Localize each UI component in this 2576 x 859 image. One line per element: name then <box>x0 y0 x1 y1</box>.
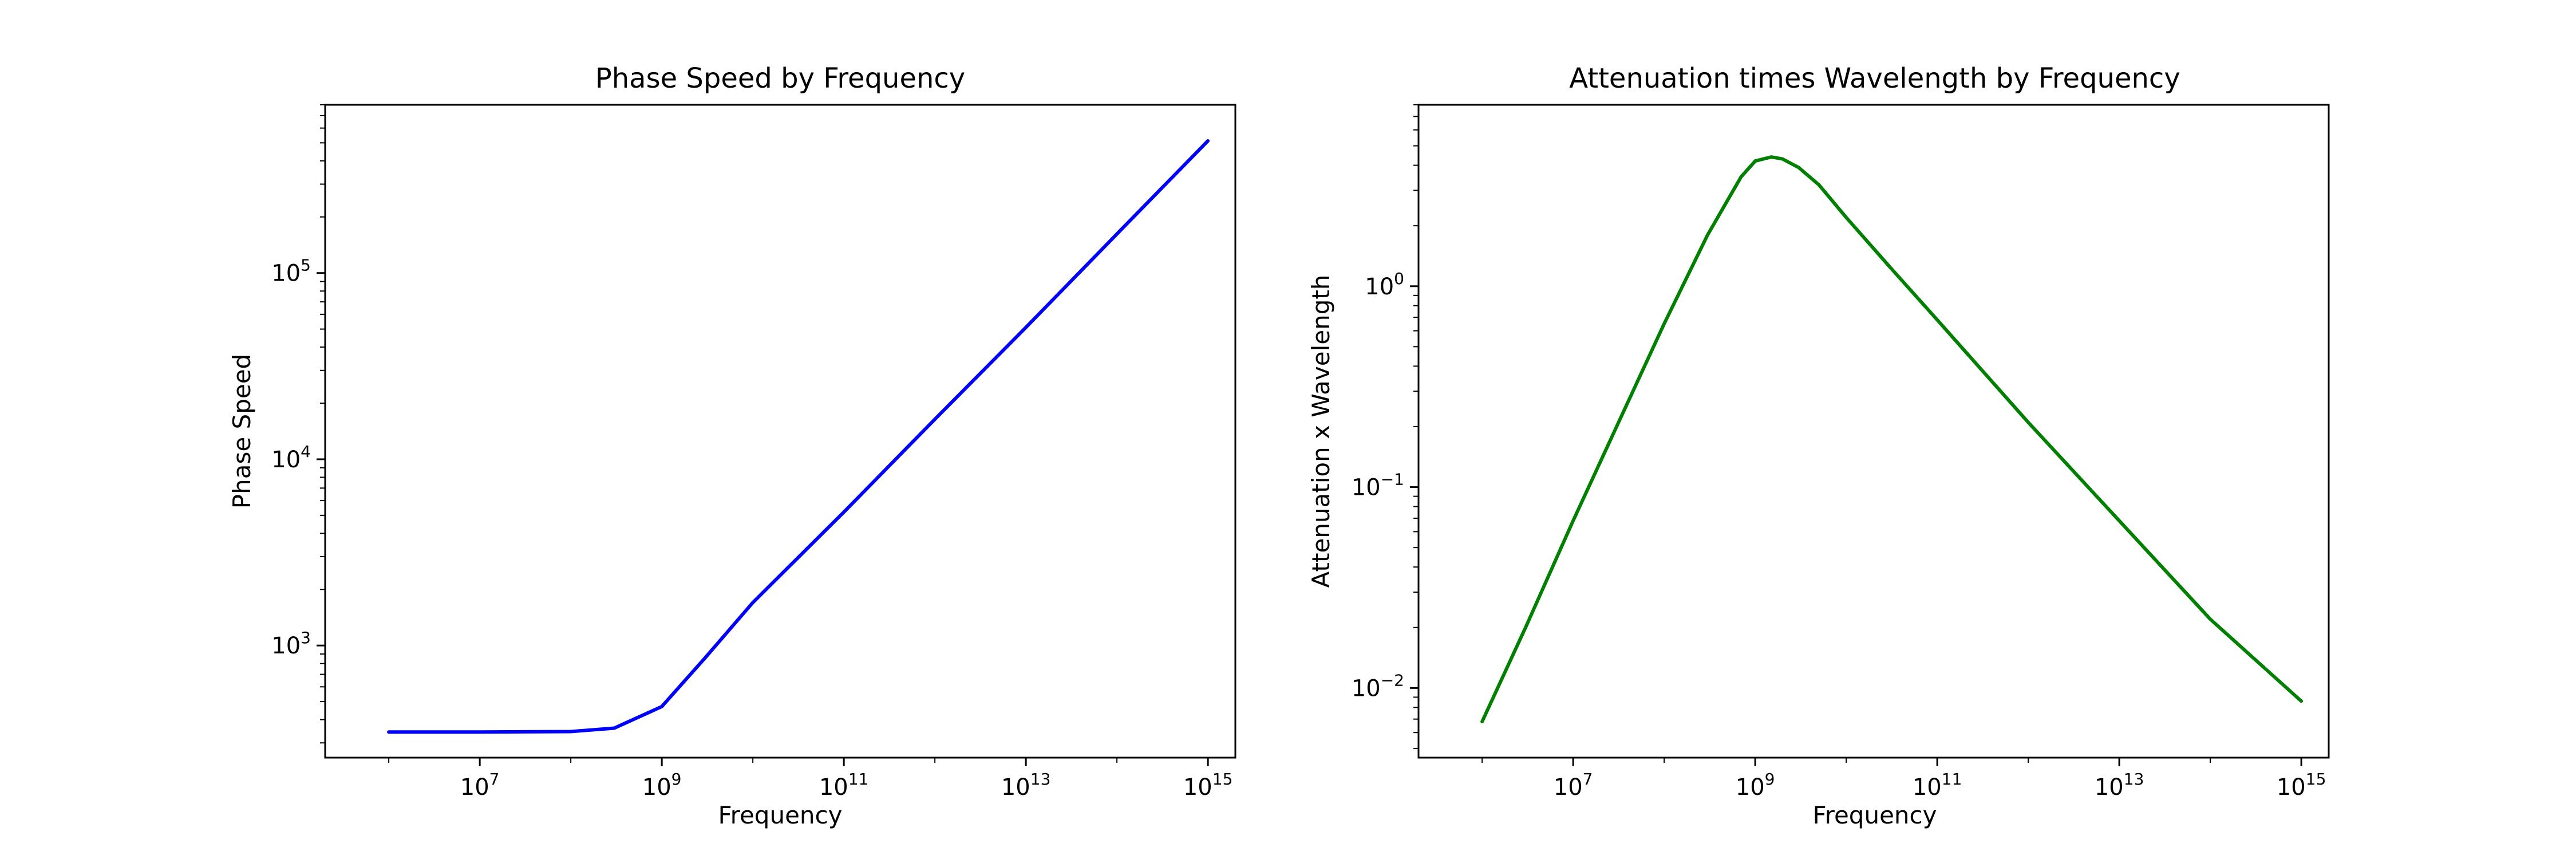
y-axis-label: Phase Speed <box>228 354 256 509</box>
y-ticks: 103 104 105 <box>271 104 325 744</box>
x-tick-label: 1015 <box>1183 770 1233 801</box>
series-layer <box>1480 155 2304 724</box>
x-axis-label: Frequency <box>1813 801 1937 829</box>
panel-phase-speed: Phase Speed by Frequency 107 109 1011 1013 1… <box>228 62 1236 829</box>
x-ticks: 107 109 1011 1013 1015 <box>1481 758 2326 801</box>
x-tick-label: 1013 <box>2095 770 2144 801</box>
x-tick-label: 1013 <box>1001 770 1051 801</box>
panel-attenuation: Attenuation times Wavelength by Frequenc… <box>1307 62 2330 829</box>
x-ticks: 107 109 1011 1013 1015 <box>388 758 1233 801</box>
x-tick-label: 109 <box>642 770 682 801</box>
y-ticks: 10−2 10−1 100 <box>1352 104 1419 749</box>
y-tick-label: 104 <box>271 442 311 473</box>
x-tick-label: 107 <box>1554 770 1593 801</box>
series-layer <box>387 139 1210 734</box>
x-tick-label: 107 <box>460 770 500 801</box>
y-tick-label: 103 <box>271 628 311 659</box>
x-tick-label: 1011 <box>819 770 869 801</box>
plot-frame <box>1417 104 2330 759</box>
y-tick-label: 100 <box>1365 269 1404 300</box>
series-line-0 <box>387 139 1210 734</box>
y-axis-label: Attenuation x Wavelength <box>1307 275 1335 588</box>
chart-title: Phase Speed by Frequency <box>595 62 965 94</box>
series-line-0 <box>1480 155 2304 724</box>
y-tick-label: 105 <box>271 256 311 287</box>
y-tick-label: 10−2 <box>1352 671 1404 702</box>
x-tick-label: 109 <box>1736 770 1775 801</box>
plot-frame <box>324 104 1236 759</box>
x-tick-label: 1011 <box>1913 770 1962 801</box>
x-axis-label: Frequency <box>718 801 843 829</box>
chart-title: Attenuation times Wavelength by Frequenc… <box>1569 62 2180 94</box>
x-tick-label: 1015 <box>2277 770 2326 801</box>
y-tick-label: 10−1 <box>1352 470 1404 501</box>
